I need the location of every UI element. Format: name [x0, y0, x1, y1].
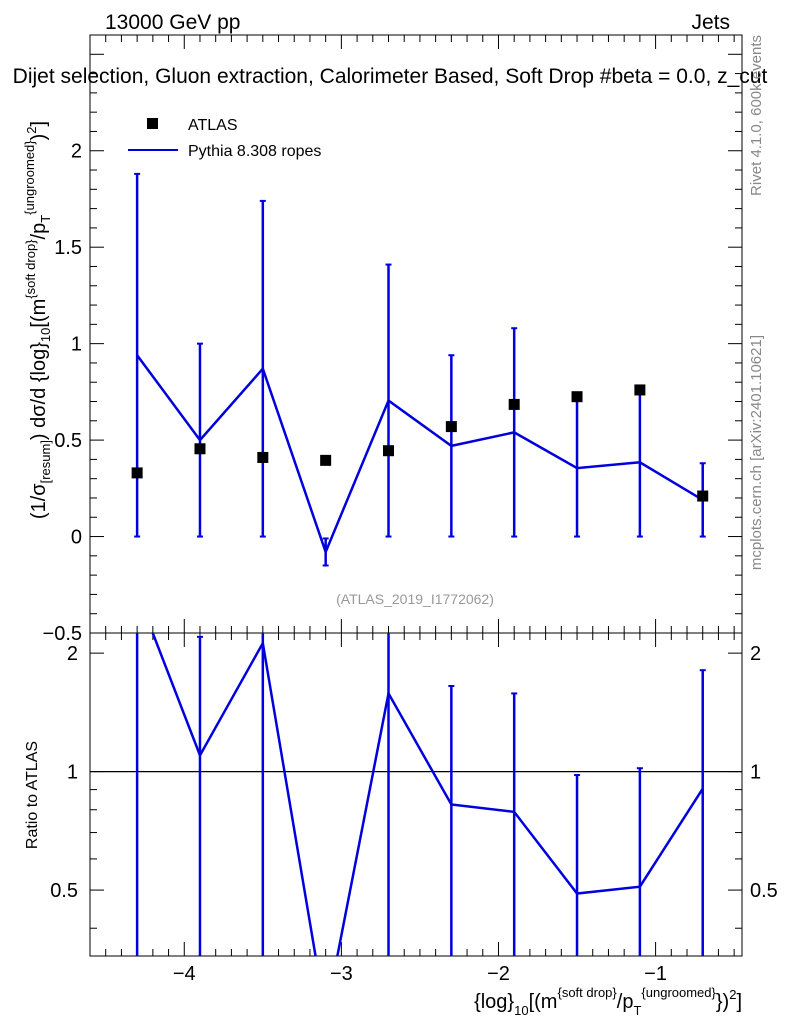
main-data-layer: [131, 172, 709, 567]
rivet-version-text: Rivet 4.1.0, 600k events: [748, 35, 765, 196]
ratio-pythia-line: [151, 633, 704, 956]
ratio-y-axis-label: Ratio to ATLAS: [24, 741, 41, 849]
mcplots-source-text: mcplots.cern.ch [arXiv:2401.10621]: [748, 335, 765, 570]
atlas-data-point: [571, 391, 583, 403]
ratio-y-tick-label: 2: [67, 643, 78, 665]
ratio-y-tick-label: 0.5: [50, 880, 78, 902]
atlas-data-point: [257, 451, 269, 463]
y-tick-label: 1: [71, 334, 82, 356]
analysis-annotation: (ATLAS_2019_I1772062): [336, 591, 494, 607]
y-tick-label: 0.5: [54, 430, 82, 452]
legend-atlas-label: ATLAS: [188, 117, 238, 134]
header-right: Jets: [691, 11, 730, 34]
atlas-data-point: [634, 384, 646, 396]
plot-title: Dijet selection, Gluon extraction, Calor…: [13, 65, 768, 88]
atlas-data-point: [508, 398, 520, 410]
legend-atlas-marker: [147, 118, 158, 129]
x-tick-label: −2: [487, 963, 510, 985]
main-axis-ticks: −0.5 0 0.5 1 1.5 2: [43, 34, 742, 647]
legend-pythia-label: Pythia 8.308 ropes: [188, 143, 321, 160]
x-axis-label: {log}10[(m{soft drop}/pT{ungroomed}})2]: [474, 985, 742, 1018]
ratio-y-tick-label-right: 0.5: [750, 880, 778, 902]
y-tick-label: −0.5: [43, 623, 82, 645]
x-tick-label: −3: [330, 963, 353, 985]
y-tick-label: 2: [71, 141, 82, 163]
main-y-axis-label: (1/σ[resum]) dσ/d {log}10[(m{soft drop}/…: [22, 121, 53, 519]
ratio-series-group: [135, 633, 706, 956]
pythia-line: [136, 354, 704, 556]
atlas-data-point: [383, 445, 395, 457]
x-tick-label: −4: [173, 963, 196, 985]
atlas-data-point: [445, 421, 457, 433]
header-left: 13000 GeV pp: [105, 11, 240, 34]
y-tick-label: 0: [71, 527, 82, 549]
ratio-y-tick-label-right: 1: [750, 762, 761, 784]
x-tick-label: −1: [644, 963, 667, 985]
ratio-data-layer: [90, 633, 742, 956]
ratio-y-tick-label-right: 2: [750, 643, 761, 665]
y-tick-label: 1.5: [54, 237, 82, 259]
ratio-plot-frame: [89, 632, 743, 957]
atlas-data-point: [194, 443, 206, 455]
atlas-data-point: [697, 490, 709, 502]
atlas-data-point: [320, 454, 332, 466]
ratio-y-tick-label: 1: [67, 762, 78, 784]
ratio-axis-ticks: −4 −3 −2 −1 0.5 0.5 1 1 2 2: [50, 643, 778, 985]
atlas-data-point: [131, 467, 143, 479]
